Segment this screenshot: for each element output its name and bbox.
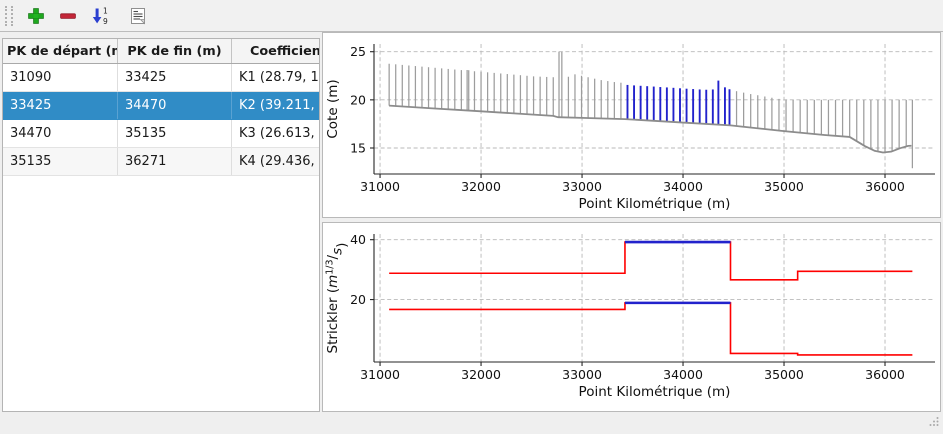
strickler-step-line [389, 241, 913, 281]
strickler-step-line [389, 302, 913, 356]
table-cell[interactable]: 36271 [117, 147, 232, 176]
svg-text:33000: 33000 [562, 179, 602, 194]
add-row-button[interactable] [22, 3, 50, 29]
strickler-chart-panel: 31000 32000 33000 34000 35000 36000 20 40 Point … [322, 222, 941, 412]
svg-text:Point Kilométrique (m): Point Kilométrique (m) [579, 384, 731, 400]
svg-text:33000: 33000 [562, 367, 602, 382]
remove-minus-icon [59, 7, 77, 25]
svg-text:Strickler (m1/3/s): Strickler (m1/3/s) [325, 243, 351, 354]
column-header[interactable]: Coefficient [231, 39, 319, 64]
svg-text:35000: 35000 [764, 179, 804, 194]
toolbar-drag-handle[interactable] [5, 5, 13, 26]
table-header: PK de départ (m)PK de fin (m)Coefficient [3, 39, 319, 64]
remove-row-button[interactable] [54, 3, 82, 29]
svg-text:31000: 31000 [360, 367, 400, 382]
table-cell[interactable]: 34470 [3, 119, 118, 148]
svg-text:40: 40 [350, 232, 366, 247]
svg-text:9: 9 [103, 17, 108, 25]
svg-text:20: 20 [350, 292, 366, 307]
table-cell[interactable]: 34470 [117, 91, 232, 120]
svg-text:35000: 35000 [764, 367, 804, 382]
table-cell[interactable]: K4 (29.436, 2.… [231, 147, 319, 176]
svg-text:31000: 31000 [360, 179, 400, 194]
svg-text:32000: 32000 [461, 367, 501, 382]
toolbar: 1 9 [0, 0, 943, 32]
svg-text:25: 25 [350, 44, 366, 59]
table-cell[interactable]: 35135 [3, 147, 118, 176]
strickler-chart: 31000 32000 33000 34000 35000 36000 20 40 Point … [325, 232, 935, 400]
table-cell[interactable]: K1 (28.79, 16.… [231, 63, 319, 92]
svg-text:Point Kilométrique (m): Point Kilométrique (m) [579, 196, 731, 212]
svg-text:20: 20 [350, 92, 366, 107]
cote-chart: 31000 32000 33000 34000 35000 36000 15 20 25 Poin… [325, 44, 935, 212]
column-header[interactable]: PK de départ (m) [3, 39, 118, 64]
cote-chart-panel: 31000 32000 33000 34000 35000 36000 15 20 25 Poin… [322, 32, 941, 218]
svg-text:32000: 32000 [461, 179, 501, 194]
table-cell[interactable]: 33425 [3, 91, 118, 120]
svg-text:Cote (m): Cote (m) [325, 79, 341, 138]
table-cell[interactable]: K2 (39.211, 18… [231, 91, 319, 120]
table-cell[interactable]: 33425 [117, 63, 232, 92]
coefficient-table-panel: PK de départ (m)PK de fin (m)Coefficient… [2, 38, 320, 412]
show-list-button[interactable] [124, 3, 152, 29]
svg-text:15: 15 [350, 141, 366, 156]
table-cell[interactable]: K3 (26.613, 2.… [231, 119, 319, 148]
status-bar [0, 413, 943, 434]
sort-rows-button[interactable]: 1 9 [86, 3, 114, 29]
svg-text:36000: 36000 [865, 367, 905, 382]
coefficient-table[interactable]: PK de départ (m)PK de fin (m)Coefficient… [3, 39, 319, 176]
column-header[interactable]: PK de fin (m) [117, 39, 232, 64]
bed-profile-line [389, 104, 912, 154]
sort-1-9-icon: 1 9 [91, 7, 109, 25]
svg-text:1: 1 [103, 7, 108, 16]
table-cell[interactable]: 31090 [3, 63, 118, 92]
add-plus-icon [27, 7, 45, 25]
resize-grip-icon[interactable] [928, 415, 940, 431]
svg-text:34000: 34000 [663, 367, 703, 382]
svg-text:34000: 34000 [663, 179, 703, 194]
report-document-icon [128, 6, 148, 26]
table-cell[interactable]: 35135 [117, 119, 232, 148]
svg-text:36000: 36000 [865, 179, 905, 194]
